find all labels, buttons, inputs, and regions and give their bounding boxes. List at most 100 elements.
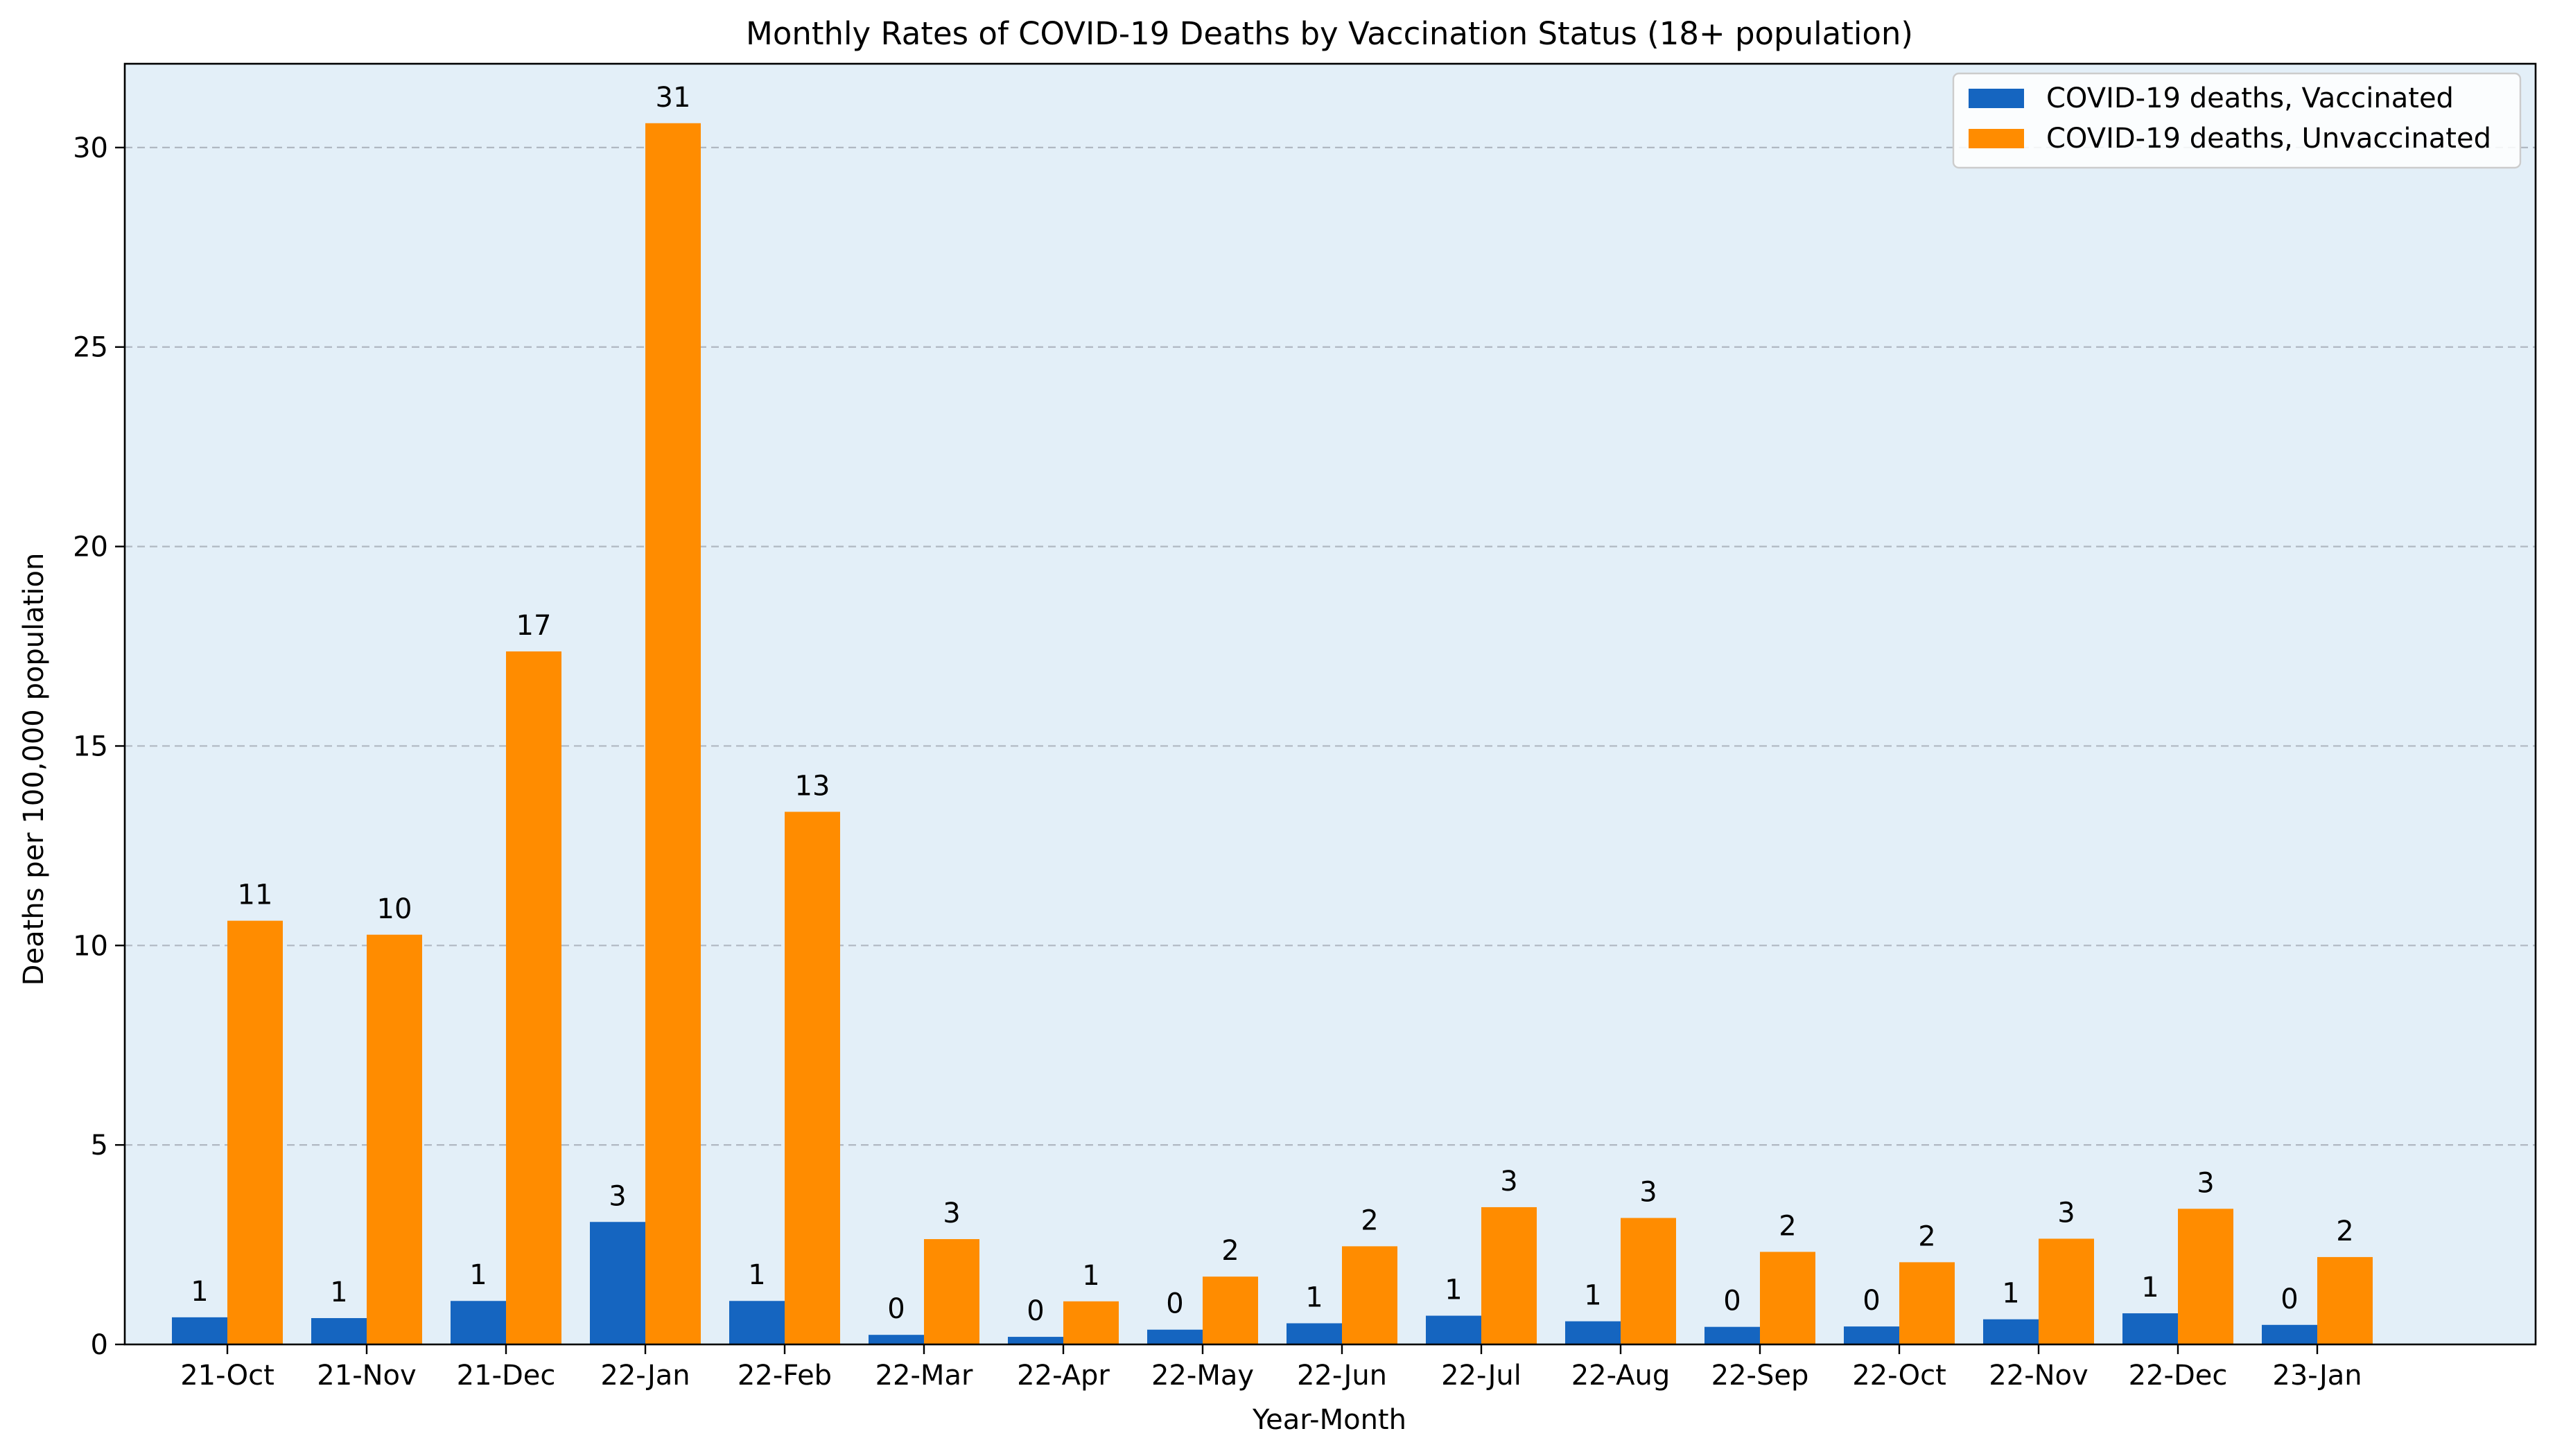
bars xyxy=(172,123,2373,1345)
y-tick-label: 20 xyxy=(73,532,108,563)
y-axis-label: Deaths per 100,000 population xyxy=(18,553,50,986)
x-tick-label: 22-Aug xyxy=(1571,1360,1671,1392)
data-label-vaccinated: 1 xyxy=(1445,1274,1462,1306)
data-label-unvaccinated: 2 xyxy=(1221,1235,1239,1267)
chart-title: Monthly Rates of COVID-19 Deaths by Vacc… xyxy=(746,15,1913,52)
y-tick-label: 15 xyxy=(73,730,108,762)
y-tick-label: 25 xyxy=(73,332,108,364)
legend: COVID-19 deaths, Vaccinated COVID-19 deat… xyxy=(1952,72,2522,169)
bar-vaccinated xyxy=(1426,1315,1481,1344)
data-label-vaccinated: 1 xyxy=(748,1259,765,1291)
data-label-unvaccinated: 17 xyxy=(516,610,552,642)
data-label-unvaccinated: 31 xyxy=(656,82,691,114)
bar-unvaccinated xyxy=(367,934,422,1344)
data-label-unvaccinated: 13 xyxy=(795,770,830,802)
data-label-vaccinated: 0 xyxy=(1863,1285,1880,1317)
data-label-vaccinated: 0 xyxy=(887,1293,905,1325)
bar-unvaccinated xyxy=(1203,1277,1258,1344)
data-label-unvaccinated: 2 xyxy=(1361,1204,1378,1236)
data-label-unvaccinated: 2 xyxy=(1779,1210,1796,1242)
x-tick-label: 23-Jan xyxy=(2272,1360,2362,1392)
bar-unvaccinated xyxy=(506,651,561,1344)
data-label-vaccinated: 1 xyxy=(1584,1280,1601,1312)
x-tick-label: 21-Oct xyxy=(180,1360,274,1392)
bar-vaccinated xyxy=(1844,1326,1899,1344)
bar-unvaccinated xyxy=(1481,1207,1537,1344)
bar-vaccinated xyxy=(590,1222,645,1344)
data-label-unvaccinated: 3 xyxy=(943,1198,960,1229)
data-label-vaccinated: 3 xyxy=(609,1180,626,1212)
x-axis-label: Year-Month xyxy=(1252,1404,1406,1436)
legend-swatch-unvaccinated xyxy=(1969,129,2024,148)
legend-swatch-vaccinated xyxy=(1969,89,2024,108)
x-tick-label: 22-Jan xyxy=(600,1360,690,1392)
x-tick-label: 22-Sep xyxy=(1711,1360,1809,1392)
x-tick-label: 22-Mar xyxy=(875,1360,973,1392)
legend-label-unvaccinated: COVID-19 deaths, Unvaccinated xyxy=(2046,123,2491,155)
bar-vaccinated xyxy=(1983,1319,2039,1344)
x-tick-label: 22-May xyxy=(1151,1360,1254,1392)
bar-unvaccinated xyxy=(227,920,283,1344)
data-label-unvaccinated: 1 xyxy=(1082,1260,1099,1292)
x-tick-label: 22-Oct xyxy=(1852,1360,1946,1392)
data-label-unvaccinated: 2 xyxy=(1918,1220,1935,1252)
data-label-vaccinated: 0 xyxy=(2281,1283,2298,1315)
bar-unvaccinated xyxy=(1760,1252,1815,1344)
data-label-vaccinated: 1 xyxy=(2002,1278,2019,1310)
bar-unvaccinated xyxy=(785,812,840,1344)
data-label-vaccinated: 1 xyxy=(191,1276,208,1308)
data-label-unvaccinated: 3 xyxy=(1500,1166,1517,1198)
x-tick-label: 22-Feb xyxy=(738,1360,832,1392)
data-label-unvaccinated: 11 xyxy=(238,879,273,911)
data-label-vaccinated: 1 xyxy=(1305,1281,1323,1313)
bar-unvaccinated xyxy=(2317,1256,2373,1344)
x-tick-label: 22-Jul xyxy=(1441,1360,1521,1392)
bar-unvaccinated xyxy=(1621,1218,1676,1344)
y-tick-label: 0 xyxy=(91,1329,108,1361)
bar-vaccinated xyxy=(172,1317,227,1344)
x-tick-label: 21-Dec xyxy=(457,1360,556,1392)
bar-vaccinated xyxy=(869,1335,924,1344)
bar-vaccinated xyxy=(2262,1324,2317,1344)
data-label-unvaccinated: 3 xyxy=(2197,1167,2214,1199)
bar-unvaccinated xyxy=(2178,1209,2233,1344)
bar-vaccinated xyxy=(729,1301,785,1344)
bar-vaccinated xyxy=(1704,1326,1760,1344)
data-label-vaccinated: 1 xyxy=(2141,1272,2159,1304)
data-label-unvaccinated: 3 xyxy=(2057,1197,2075,1229)
x-tick-label: 22-Dec xyxy=(2129,1360,2228,1392)
plot-frame xyxy=(123,62,2537,1346)
data-label-unvaccinated: 10 xyxy=(377,893,412,925)
y-tick-label: 5 xyxy=(91,1130,108,1161)
bar-unvaccinated xyxy=(1342,1246,1397,1344)
x-tick-label: 22-Apr xyxy=(1017,1360,1110,1392)
x-tick-label: 22-Nov xyxy=(1989,1360,2088,1392)
data-label-vaccinated: 0 xyxy=(1723,1286,1741,1317)
bar-vaccinated xyxy=(1565,1321,1621,1344)
bar-unvaccinated xyxy=(1063,1301,1119,1344)
bar-unvaccinated xyxy=(924,1239,979,1344)
tick-labels: 21-Oct 21-Nov 21-Dec 22-Jan 22-Feb 22-Mar 22-A… xyxy=(73,132,2362,1392)
legend-label-vaccinated: COVID-19 deaths, Vaccinated xyxy=(2046,82,2454,114)
data-label-vaccinated: 1 xyxy=(469,1259,487,1291)
y-tick-label: 30 xyxy=(73,132,108,164)
bar-vaccinated xyxy=(1008,1337,1063,1344)
data-label-unvaccinated: 3 xyxy=(1639,1177,1657,1209)
bar-vaccinated xyxy=(2122,1313,2178,1344)
x-tick-label: 22-Jun xyxy=(1297,1360,1387,1392)
data-label-unvaccinated: 2 xyxy=(2336,1216,2353,1247)
axes xyxy=(115,62,2537,1354)
bar-vaccinated xyxy=(1287,1323,1342,1344)
data-label-vaccinated: 1 xyxy=(330,1277,347,1308)
bar-vaccinated xyxy=(451,1301,506,1344)
data-label-vaccinated: 0 xyxy=(1027,1295,1044,1327)
plot-background xyxy=(125,64,2536,1344)
bar-unvaccinated xyxy=(645,123,701,1345)
y-tick-label: 10 xyxy=(73,930,108,962)
x-tick-label: 21-Nov xyxy=(317,1360,416,1392)
bar-vaccinated xyxy=(1147,1329,1203,1344)
data-label-vaccinated: 0 xyxy=(1166,1288,1183,1320)
